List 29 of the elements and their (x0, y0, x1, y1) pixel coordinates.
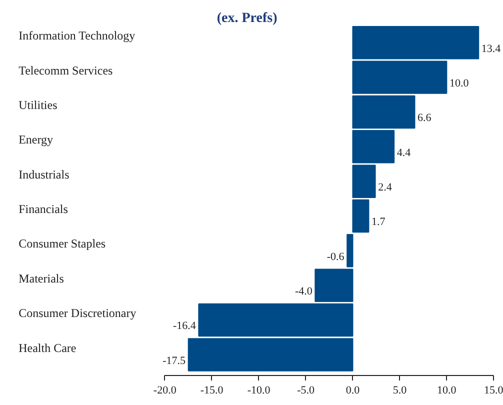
y-tick-label: Consumer Staples (18, 236, 106, 251)
data-label: 10.0 (449, 78, 470, 90)
data-label: 13.4 (481, 42, 502, 55)
y-tick-label: Industrials (18, 167, 70, 182)
y-tick-label: Energy (18, 132, 54, 147)
y-tick-label: Telecomm Services (18, 63, 114, 78)
x-tick-label: 15.0 (484, 384, 503, 396)
x-tick-label: 5.0 (392, 384, 408, 396)
y-tick-label: Financials (18, 202, 68, 216)
y-tick-label: Information Technology (18, 28, 136, 43)
x-tick-label: -5.0 (297, 384, 315, 396)
data-label: 2.4 (378, 182, 392, 194)
data-label: 6.6 (418, 112, 432, 124)
y-tick-label: Utilities (18, 98, 58, 112)
data-label: -4.0 (294, 286, 313, 298)
y-tick-label: Consumer Discretionary (18, 306, 136, 320)
data-label: -17.5 (162, 354, 186, 367)
y-tick-label: Materials (18, 271, 64, 286)
data-label: -16.4 (172, 320, 196, 332)
x-tick-label: 10.0 (437, 384, 457, 396)
data-label: 1.7 (372, 216, 386, 228)
x-tick-label: -10.0 (247, 384, 271, 396)
y-tick-label: Health Care (18, 340, 76, 355)
x-tick-label: -15.0 (200, 384, 224, 396)
chart-title: (ex. Prefs) (216, 10, 278, 26)
x-tick-label: -20.0 (153, 384, 177, 396)
x-tick-label: 0.0 (346, 384, 360, 396)
data-label: -0.6 (326, 250, 345, 263)
data-label: 4.4 (396, 146, 412, 159)
